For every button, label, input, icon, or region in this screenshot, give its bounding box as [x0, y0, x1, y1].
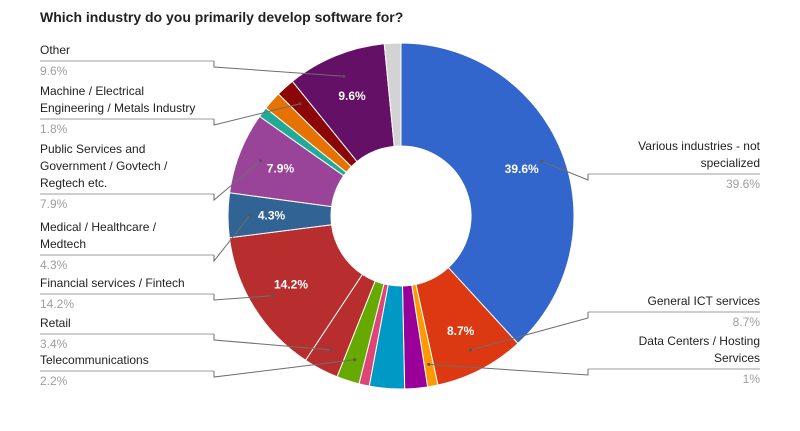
callout-machine-electrical-engineering-metals-industry: Machine / Electrical Engineering / Metals… [40, 84, 195, 136]
callout-financial-services-fintech: Financial services / Fintech 14.2% [40, 276, 185, 311]
callout-label-other: Other [40, 43, 70, 57]
slice-label-various-industries-not-specialized: 39.6% [505, 162, 539, 176]
callout-general-ict-services: General ICT services 8.7% [648, 294, 761, 329]
callout-anchor-dot [258, 159, 262, 163]
callout-leader [428, 363, 589, 376]
callout-anchor-dot [271, 294, 275, 298]
callout-label-telecommunications: Telecommunications [40, 353, 149, 367]
callout-label-public-services-and-government-govtech-regtech-etc: Regtech etc. [40, 176, 107, 190]
callout-percent-other: 9.6% [40, 64, 68, 78]
slice-unlabeled-light-grey[interactable] [383, 42, 402, 147]
callout-other: Other 9.6% [40, 43, 70, 78]
slice-label-financial-services-fintech: 14.2% [274, 277, 308, 291]
callout-anchor-dot [329, 348, 333, 352]
callout-leader [470, 312, 589, 351]
callout-leader [213, 215, 251, 263]
callout-percent-medical-healthcare-medtech: 4.3% [40, 258, 68, 272]
callout-percent-financial-services-fintech: 14.2% [40, 297, 74, 311]
slice-label-other: 9.6% [338, 89, 366, 103]
callout-anchor-dot [353, 358, 357, 362]
callout-leader [213, 103, 301, 126]
callout-public-services-and-government-govtech-regtech-etc: Public Services and Government / Govtech … [40, 142, 168, 211]
callout-leader [213, 160, 261, 202]
callout-percent-public-services-and-government-govtech-regtech-etc: 7.9% [40, 197, 68, 211]
callout-various-industries-not-specialized: Various industries - not specialized 39.6% [638, 139, 761, 191]
callout-labels: Other 9.6% Machine / Electrical Engineering… [40, 43, 761, 388]
callout-leader [213, 61, 344, 77]
callout-label-machine-electrical-engineering-metals-industry: Machine / Electrical [40, 84, 144, 98]
callout-leader [541, 160, 589, 181]
callout-label-data-centers-hosting-services: Data Centers / Hosting [639, 334, 760, 348]
callout-label-various-industries-not-specialized: Various industries - not [638, 139, 761, 153]
callout-label-machine-electrical-engineering-metals-industry: Engineering / Metals Industry [40, 101, 195, 115]
callout-label-medical-healthcare-medtech: Medical / Healthcare / [40, 220, 157, 234]
callout-label-various-industries-not-specialized: specialized [701, 156, 760, 170]
slice-label-medical-healthcare-medtech: 4.3% [258, 208, 286, 222]
donut-slice-labels: 39.6% 8.7% 14.2% 4.3% 7.9% 9.6% [258, 89, 539, 338]
callout-anchor-dot [469, 348, 473, 352]
callout-label-public-services-and-government-govtech-regtech-etc: Government / Govtech / [40, 159, 168, 173]
callout-leader-lines [40, 60, 760, 378]
callout-percent-retail: 3.4% [40, 337, 68, 351]
callout-telecommunications: Telecommunications 2.2% [40, 353, 149, 388]
callout-anchor-dot [248, 213, 252, 217]
slice-label-public-services-and-government-govtech-regtech-etc: 7.9% [267, 162, 295, 176]
callout-anchor-dot [427, 362, 431, 366]
callout-medical-healthcare-medtech: Medical / Healthcare / Medtech 4.3% [40, 220, 157, 272]
slice-various-industries-not-specialized[interactable] [400, 42, 575, 345]
callout-percent-machine-electrical-engineering-metals-industry: 1.8% [40, 122, 68, 136]
chart-title: Which industry do you primarily develop … [40, 9, 404, 25]
callout-percent-data-centers-hosting-services: 1% [743, 372, 761, 386]
callout-percent-various-industries-not-specialized: 39.6% [726, 177, 760, 191]
callout-label-retail: Retail [40, 316, 71, 330]
callout-label-public-services-and-government-govtech-regtech-etc: Public Services and [40, 142, 145, 156]
callout-percent-general-ict-services: 8.7% [733, 315, 761, 329]
slice-label-general-ict-services: 8.7% [447, 324, 475, 338]
callout-leader [213, 294, 273, 301]
callout-label-data-centers-hosting-services: Services [714, 351, 760, 365]
callout-leader [213, 334, 332, 351]
donut-slices [227, 42, 575, 390]
callout-anchor-dot [342, 74, 346, 78]
callout-anchor-dot [298, 102, 302, 106]
callout-data-centers-hosting-services: Data Centers / Hosting Services 1% [639, 334, 761, 386]
callout-percent-telecommunications: 2.2% [40, 374, 68, 388]
callout-anchor-dot [540, 159, 544, 163]
slice-financial-services-fintech[interactable] [228, 224, 364, 361]
callout-retail: Retail 3.4% [40, 316, 71, 351]
callout-label-financial-services-fintech: Financial services / Fintech [40, 276, 185, 290]
callout-label-medical-healthcare-medtech: Medtech [40, 237, 86, 251]
callout-label-general-ict-services: General ICT services [648, 294, 760, 308]
callout-leader [213, 359, 355, 378]
